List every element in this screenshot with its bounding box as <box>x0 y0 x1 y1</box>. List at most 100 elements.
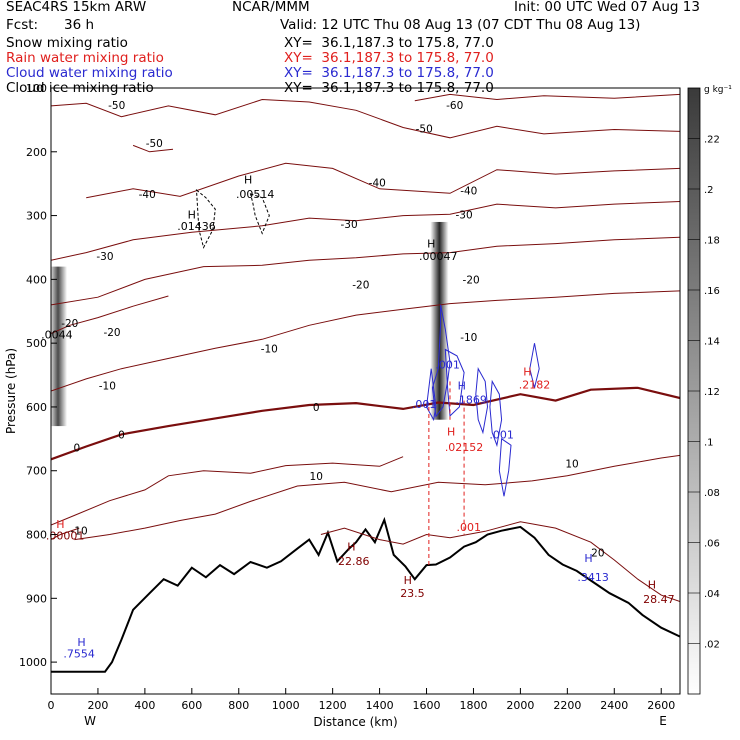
field-max-label: H <box>584 552 592 565</box>
field-max-label: 28.47 <box>643 593 675 606</box>
isotherm-line <box>74 454 680 541</box>
x-tick-label: 2000 <box>506 699 534 712</box>
isotherm-label: 20 <box>591 548 604 560</box>
isotherm-line <box>414 93 680 102</box>
y-tick-label: 600 <box>26 401 47 414</box>
field-max-label: .1869 <box>455 394 487 407</box>
field-max-label: .2182 <box>519 378 551 391</box>
x-tick-label: 1000 <box>272 699 300 712</box>
isotherm-label: -20 <box>103 327 120 339</box>
field-max-label: H <box>404 574 412 587</box>
shaded-column <box>430 221 449 420</box>
isotherm-line <box>320 521 680 602</box>
isotherm-label: 0 <box>313 402 320 414</box>
colorbar-tick-label: .2 <box>704 185 714 196</box>
field-max-label: H <box>648 579 656 592</box>
colorbar-tick-label: .14 <box>704 337 720 348</box>
field-max-label: .001 <box>489 429 514 442</box>
field-xy-cloud-water: XY= 36.1,187.3 to 175.8, 77.0 <box>284 65 494 81</box>
west-end-label: W <box>84 714 96 728</box>
isotherm-label: -10 <box>99 381 116 393</box>
isotherm-label: -40 <box>369 178 386 190</box>
x-tick-label: 800 <box>228 699 249 712</box>
x-tick-label: 400 <box>134 699 155 712</box>
isotherm-label: -20 <box>463 275 480 287</box>
isotherm-line <box>51 201 680 261</box>
isotherm-line <box>132 144 174 153</box>
field-max-label: .001 <box>412 398 437 411</box>
isotherm-label: -50 <box>108 100 125 112</box>
field-max-label: H <box>427 237 435 250</box>
forecast-hour: 36 h <box>64 17 95 33</box>
field-max-label: 23.5 <box>400 587 425 600</box>
isotherm-line <box>51 236 680 306</box>
y-tick-label: 200 <box>26 146 47 159</box>
x-tick-label: 2200 <box>553 699 581 712</box>
isotherm-label: -10 <box>71 525 88 537</box>
field-max-label: H <box>523 366 531 379</box>
isotherm-line <box>51 456 404 526</box>
x-tick-label: 2600 <box>647 699 675 712</box>
field-name-rain: Rain water mixing ratio <box>6 50 164 66</box>
east-end-label: E <box>659 714 667 728</box>
field-max-label: H <box>447 425 455 438</box>
isotherm-label: -10 <box>261 344 278 356</box>
isotherm-label: -30 <box>455 210 472 222</box>
center-label: NCAR/MMM <box>232 0 310 15</box>
field-max-label: H <box>188 209 196 222</box>
y-tick-label: 900 <box>26 592 47 605</box>
y-axis-title: Pressure (hPa) <box>4 348 18 434</box>
colorbar-tick-label: .06 <box>704 539 720 550</box>
isotherm-line <box>51 527 80 541</box>
y-tick-label: 1000 <box>19 656 47 669</box>
plot-frame <box>50 87 681 695</box>
isotherm-label: 10 <box>310 471 323 483</box>
forecast-label: Fcst: <box>6 17 39 33</box>
init-time: Init: 00 UTC Wed 07 Aug 13 <box>514 0 700 15</box>
field-max-label: H <box>347 540 355 553</box>
y-tick-label: 800 <box>26 529 47 542</box>
y-tick-label: 100 <box>26 82 47 95</box>
isotherm-label: -20 <box>352 280 369 292</box>
isotherm-label: -30 <box>340 219 357 231</box>
isotherm-label: 0 <box>73 442 80 454</box>
shaded-column <box>51 266 68 427</box>
field-max-label: .0044 <box>41 329 73 342</box>
y-tick-label: 700 <box>26 465 47 478</box>
colorbar-tick-label: .18 <box>704 236 720 247</box>
x-tick-label: 1200 <box>319 699 347 712</box>
field-max-label: .01436 <box>177 220 216 233</box>
cloud-water-contour <box>529 343 540 388</box>
x-tick-label: 1400 <box>366 699 394 712</box>
model-title: SEAC4RS 15km ARW <box>6 0 147 15</box>
x-tick-label: 600 <box>181 699 202 712</box>
x-tick-label: 1800 <box>459 699 487 712</box>
isotherm-line <box>86 162 680 199</box>
field-max-label: H <box>244 173 252 186</box>
isotherm-line <box>51 386 680 461</box>
cloud-water-contour <box>444 348 465 417</box>
field-xy-snow: XY= 36.1,187.3 to 175.8, 77.0 <box>284 35 494 51</box>
field-max-label: H <box>56 518 64 531</box>
isotherm-label: -40 <box>460 185 477 197</box>
colorbar-tick-label: .1 <box>704 438 714 449</box>
x-tick-label: 200 <box>87 699 108 712</box>
field-max-label: H <box>458 380 466 393</box>
isotherm-label: -50 <box>416 123 433 135</box>
colorbar-unit: g kg⁻¹ <box>704 85 732 95</box>
colorbar-tick-label: .04 <box>704 589 720 600</box>
y-tick-label: 500 <box>26 337 47 350</box>
cloud-water-contour <box>431 304 451 418</box>
isotherm-label: -50 <box>146 138 163 150</box>
x-tick-label: 1600 <box>413 699 441 712</box>
isotherm-label: -20 <box>61 318 78 330</box>
field-name-cloud-water: Cloud water mixing ratio <box>6 65 173 81</box>
colorbar-tick-label: .16 <box>704 286 720 297</box>
cloud-water-contour <box>475 367 489 435</box>
field-max-label: H <box>77 636 85 649</box>
field-max-label: .00047 <box>419 250 458 263</box>
terrain-line <box>51 516 680 673</box>
isotherm-label: -60 <box>446 100 463 112</box>
snow-contour <box>249 193 270 235</box>
